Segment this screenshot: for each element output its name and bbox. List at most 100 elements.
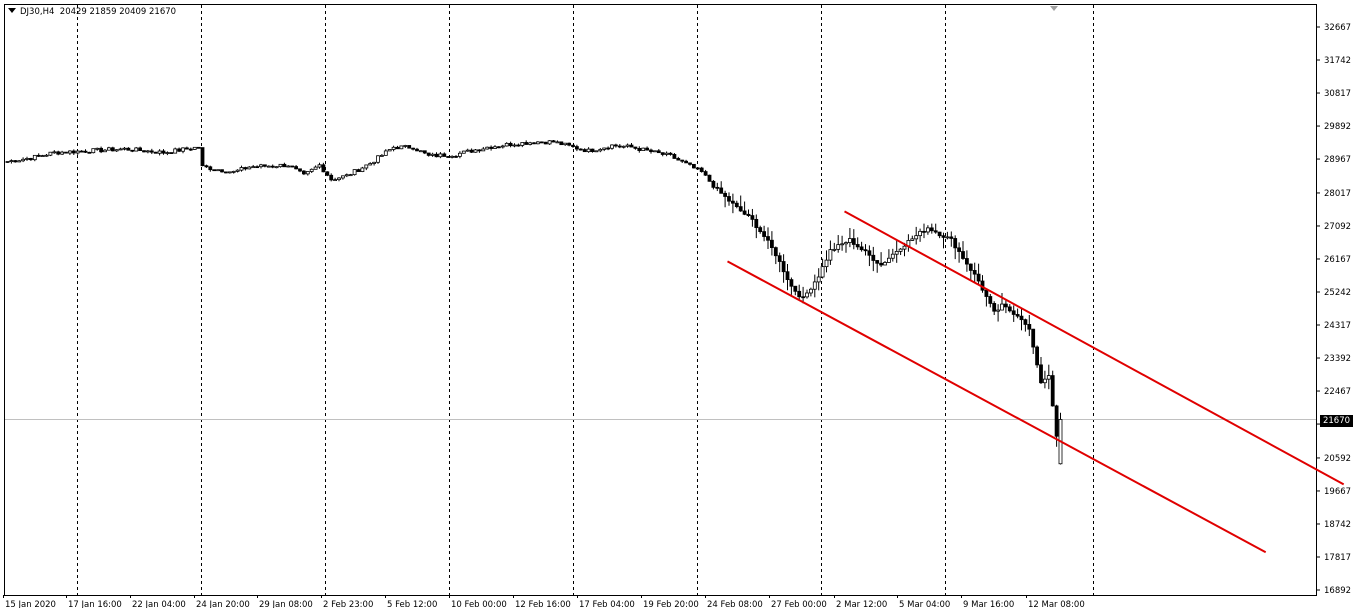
candle-body bbox=[633, 146, 638, 149]
candle-body bbox=[976, 273, 981, 282]
candle-body bbox=[668, 152, 673, 155]
y-tick-label: 27092 bbox=[1324, 222, 1351, 232]
candle-body bbox=[578, 148, 583, 151]
candle-body bbox=[64, 151, 68, 154]
candle-body bbox=[415, 148, 419, 152]
candle-body bbox=[255, 166, 260, 169]
candle-body bbox=[524, 142, 529, 145]
x-tick-label: 17 Feb 04:00 bbox=[579, 600, 635, 608]
candle-body bbox=[571, 144, 575, 147]
candle-body bbox=[711, 180, 716, 188]
y-tick-label: 29892 bbox=[1324, 122, 1351, 132]
candle-body bbox=[294, 166, 299, 170]
candle-body bbox=[344, 174, 349, 177]
candle-body bbox=[1046, 375, 1051, 380]
candle-body bbox=[145, 150, 150, 153]
candle-body bbox=[473, 149, 478, 153]
candle-body bbox=[887, 257, 891, 263]
candle-body bbox=[859, 246, 864, 251]
candle-body bbox=[582, 149, 587, 153]
candle-body bbox=[212, 169, 217, 172]
candle-body bbox=[731, 200, 735, 204]
candle-body bbox=[372, 161, 377, 164]
candle-body bbox=[348, 174, 353, 177]
channel-lower-line bbox=[727, 260, 1267, 554]
y-tick-label: 26167 bbox=[1324, 255, 1351, 265]
y-tick-label: 25242 bbox=[1324, 288, 1351, 298]
candle-body bbox=[71, 150, 76, 154]
candle-body bbox=[645, 147, 649, 151]
candle-body bbox=[60, 151, 64, 155]
plot-frame bbox=[4, 4, 1317, 596]
candle-body bbox=[898, 248, 903, 252]
candle-body bbox=[746, 213, 751, 216]
candle-body bbox=[411, 147, 416, 150]
candle-body bbox=[988, 296, 993, 304]
candle-body bbox=[1043, 378, 1047, 384]
candle-body bbox=[337, 177, 341, 181]
candle-body bbox=[368, 163, 373, 166]
candle-body bbox=[387, 149, 392, 152]
candle-body bbox=[929, 227, 934, 232]
candle-body bbox=[110, 147, 115, 152]
candle-body bbox=[28, 158, 33, 161]
x-tick-label: 17 Jan 16:00 bbox=[68, 600, 122, 608]
candle-body bbox=[454, 155, 458, 158]
candle-body bbox=[785, 271, 790, 281]
candle-body bbox=[567, 142, 571, 146]
candle-body bbox=[157, 150, 162, 154]
candle-body bbox=[364, 164, 369, 169]
candle-body bbox=[360, 167, 365, 172]
candle-body bbox=[231, 170, 236, 173]
candle-body bbox=[461, 150, 466, 154]
candle-body bbox=[1007, 306, 1012, 312]
candle-body bbox=[629, 144, 634, 148]
candle-body bbox=[922, 230, 926, 233]
candle-body bbox=[130, 149, 135, 152]
candle-body bbox=[871, 254, 876, 261]
candle-body bbox=[181, 147, 185, 152]
candle-body bbox=[216, 169, 221, 172]
candle-body bbox=[945, 236, 950, 239]
candle-body bbox=[965, 258, 969, 265]
candle-body bbox=[758, 227, 763, 232]
candle-body bbox=[555, 141, 560, 144]
candle-body bbox=[9, 160, 14, 162]
candle-body bbox=[301, 170, 306, 175]
collapse-triangle-icon[interactable] bbox=[8, 8, 16, 13]
candle-body bbox=[243, 167, 248, 170]
candle-body bbox=[469, 149, 474, 153]
candle-body bbox=[422, 150, 427, 154]
candle-body bbox=[114, 149, 119, 152]
candle-body bbox=[305, 171, 310, 175]
candle-body bbox=[723, 192, 727, 197]
candle-body bbox=[442, 153, 447, 157]
candle-body bbox=[36, 154, 41, 157]
candle-body bbox=[177, 148, 182, 152]
candle-body bbox=[188, 148, 193, 151]
candle-body bbox=[477, 149, 482, 152]
candle-body bbox=[496, 146, 501, 149]
candle-body bbox=[438, 153, 443, 158]
candle-body bbox=[754, 218, 759, 229]
candle-body bbox=[1000, 303, 1004, 311]
candle-body bbox=[703, 171, 708, 176]
candle-body bbox=[941, 235, 946, 238]
candle-body bbox=[134, 147, 139, 152]
candle-body bbox=[536, 141, 540, 145]
candle-body bbox=[738, 206, 743, 212]
candle-body bbox=[465, 149, 470, 152]
candle-body bbox=[1023, 319, 1028, 325]
candle-body bbox=[621, 145, 626, 148]
x-tick-label: 29 Jan 08:00 bbox=[259, 600, 313, 608]
candle-body bbox=[875, 260, 880, 264]
candle-body bbox=[851, 238, 856, 245]
candle-body bbox=[539, 141, 544, 144]
candle-body bbox=[816, 276, 821, 283]
candle-body bbox=[559, 141, 564, 146]
candle-body bbox=[383, 150, 388, 156]
candle-body bbox=[196, 146, 201, 149]
chart-header: DJ30,H4 20429 21859 20409 21670 bbox=[8, 7, 176, 17]
